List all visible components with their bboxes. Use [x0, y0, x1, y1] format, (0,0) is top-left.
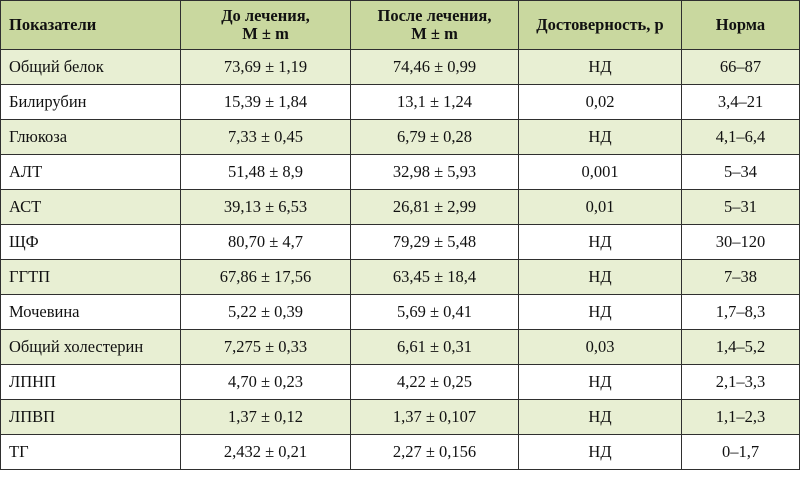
- table-row: ЛПВП 1,37 ± 0,12 1,37 ± 0,107 НД 1,1–2,3: [0, 399, 800, 435]
- cell-significance: НД: [518, 364, 682, 400]
- cell-norm: 30–120: [681, 224, 800, 260]
- cell-norm: 3,4–21: [681, 84, 800, 120]
- cell-after: 74,46 ± 0,99: [350, 49, 519, 85]
- cell-norm: 1,7–8,3: [681, 294, 800, 330]
- cell-before: 4,70 ± 0,23: [180, 364, 351, 400]
- cell-significance: 0,01: [518, 189, 682, 225]
- cell-after: 6,61 ± 0,31: [350, 329, 519, 365]
- table-row: ГГТП 67,86 ± 17,56 63,45 ± 18,4 НД 7–38: [0, 259, 800, 295]
- cell-significance: 0,02: [518, 84, 682, 120]
- cell-before: 15,39 ± 1,84: [180, 84, 351, 120]
- table-row: АЛТ 51,48 ± 8,9 32,98 ± 5,93 0,001 5–34: [0, 154, 800, 190]
- cell-before: 5,22 ± 0,39: [180, 294, 351, 330]
- cell-indicator: Билирубин: [0, 84, 181, 120]
- cell-indicator: ГГТП: [0, 259, 181, 295]
- cell-before: 67,86 ± 17,56: [180, 259, 351, 295]
- cell-norm: 66–87: [681, 49, 800, 85]
- cell-indicator: ЩФ: [0, 224, 181, 260]
- cell-norm: 1,4–5,2: [681, 329, 800, 365]
- cell-after: 6,79 ± 0,28: [350, 119, 519, 155]
- header-row: Показатели До лечения, M ± m После лечен…: [0, 0, 800, 50]
- cell-indicator: ЛПНП: [0, 364, 181, 400]
- cell-before: 80,70 ± 4,7: [180, 224, 351, 260]
- header-before-treatment: До лечения, M ± m: [180, 0, 351, 50]
- cell-indicator: Мочевина: [0, 294, 181, 330]
- lab-results-table: Показатели До лечения, M ± m После лечен…: [0, 0, 800, 470]
- cell-norm: 7–38: [681, 259, 800, 295]
- cell-before: 39,13 ± 6,53: [180, 189, 351, 225]
- cell-before: 51,48 ± 8,9: [180, 154, 351, 190]
- table-row: АСТ 39,13 ± 6,53 26,81 ± 2,99 0,01 5–31: [0, 189, 800, 225]
- cell-after: 13,1 ± 1,24: [350, 84, 519, 120]
- table-row: Мочевина 5,22 ± 0,39 5,69 ± 0,41 НД 1,7–8,3: [0, 294, 800, 330]
- table-row: Общий холестерин 7,275 ± 0,33 6,61 ± 0,31 0…: [0, 329, 800, 365]
- cell-after: 32,98 ± 5,93: [350, 154, 519, 190]
- cell-before: 7,33 ± 0,45: [180, 119, 351, 155]
- cell-indicator: Глюкоза: [0, 119, 181, 155]
- header-norm-text: Норма: [715, 15, 766, 34]
- header-indicator-text: Показатели: [9, 15, 97, 34]
- table-row: Билирубин 15,39 ± 1,84 13,1 ± 1,24 0,02 3,4–…: [0, 84, 800, 120]
- cell-significance: НД: [518, 224, 682, 260]
- cell-after: 1,37 ± 0,107: [350, 399, 519, 435]
- cell-after: 63,45 ± 18,4: [350, 259, 519, 295]
- cell-before: 7,275 ± 0,33: [180, 329, 351, 365]
- table-row: ТГ 2,432 ± 0,21 2,27 ± 0,156 НД 0–1,7: [0, 434, 800, 470]
- header-norm: Норма: [681, 0, 800, 50]
- cell-significance: 0,03: [518, 329, 682, 365]
- cell-after: 2,27 ± 0,156: [350, 434, 519, 470]
- cell-significance: 0,001: [518, 154, 682, 190]
- cell-indicator: Общий холестерин: [0, 329, 181, 365]
- cell-before: 1,37 ± 0,12: [180, 399, 351, 435]
- cell-significance: НД: [518, 119, 682, 155]
- table-row: Глюкоза 7,33 ± 0,45 6,79 ± 0,28 НД 4,1–6,4: [0, 119, 800, 155]
- header-indicator: Показатели: [0, 0, 181, 50]
- cell-after: 5,69 ± 0,41: [350, 294, 519, 330]
- header-significance: Достоверность, р: [518, 0, 682, 50]
- header-after-treatment: После лечения, M ± m: [350, 0, 519, 50]
- table-header: Показатели До лечения, M ± m После лечен…: [0, 0, 800, 50]
- header-after-text: После лечения, M ± m: [377, 6, 492, 43]
- cell-norm: 2,1–3,3: [681, 364, 800, 400]
- cell-significance: НД: [518, 259, 682, 295]
- cell-significance: НД: [518, 399, 682, 435]
- header-before-text: До лечения, M ± m: [221, 6, 310, 43]
- cell-before: 73,69 ± 1,19: [180, 49, 351, 85]
- cell-before: 2,432 ± 0,21: [180, 434, 351, 470]
- cell-indicator: ЛПВП: [0, 399, 181, 435]
- cell-significance: НД: [518, 294, 682, 330]
- cell-norm: 4,1–6,4: [681, 119, 800, 155]
- cell-norm: 5–31: [681, 189, 800, 225]
- cell-significance: НД: [518, 49, 682, 85]
- header-significance-text: Достоверность, р: [536, 15, 664, 34]
- table-row: Общий белок 73,69 ± 1,19 74,46 ± 0,99 НД 66–…: [0, 49, 800, 85]
- cell-indicator: Общий белок: [0, 49, 181, 85]
- cell-indicator: АЛТ: [0, 154, 181, 190]
- cell-norm: 0–1,7: [681, 434, 800, 470]
- cell-after: 79,29 ± 5,48: [350, 224, 519, 260]
- table-body: Общий белок 73,69 ± 1,19 74,46 ± 0,99 НД 66–…: [0, 49, 800, 470]
- cell-norm: 1,1–2,3: [681, 399, 800, 435]
- cell-indicator: АСТ: [0, 189, 181, 225]
- cell-norm: 5–34: [681, 154, 800, 190]
- table-row: ЛПНП 4,70 ± 0,23 4,22 ± 0,25 НД 2,1–3,3: [0, 364, 800, 400]
- cell-significance: НД: [518, 434, 682, 470]
- cell-indicator: ТГ: [0, 434, 181, 470]
- cell-after: 4,22 ± 0,25: [350, 364, 519, 400]
- cell-after: 26,81 ± 2,99: [350, 189, 519, 225]
- table-row: ЩФ 80,70 ± 4,7 79,29 ± 5,48 НД 30–120: [0, 224, 800, 260]
